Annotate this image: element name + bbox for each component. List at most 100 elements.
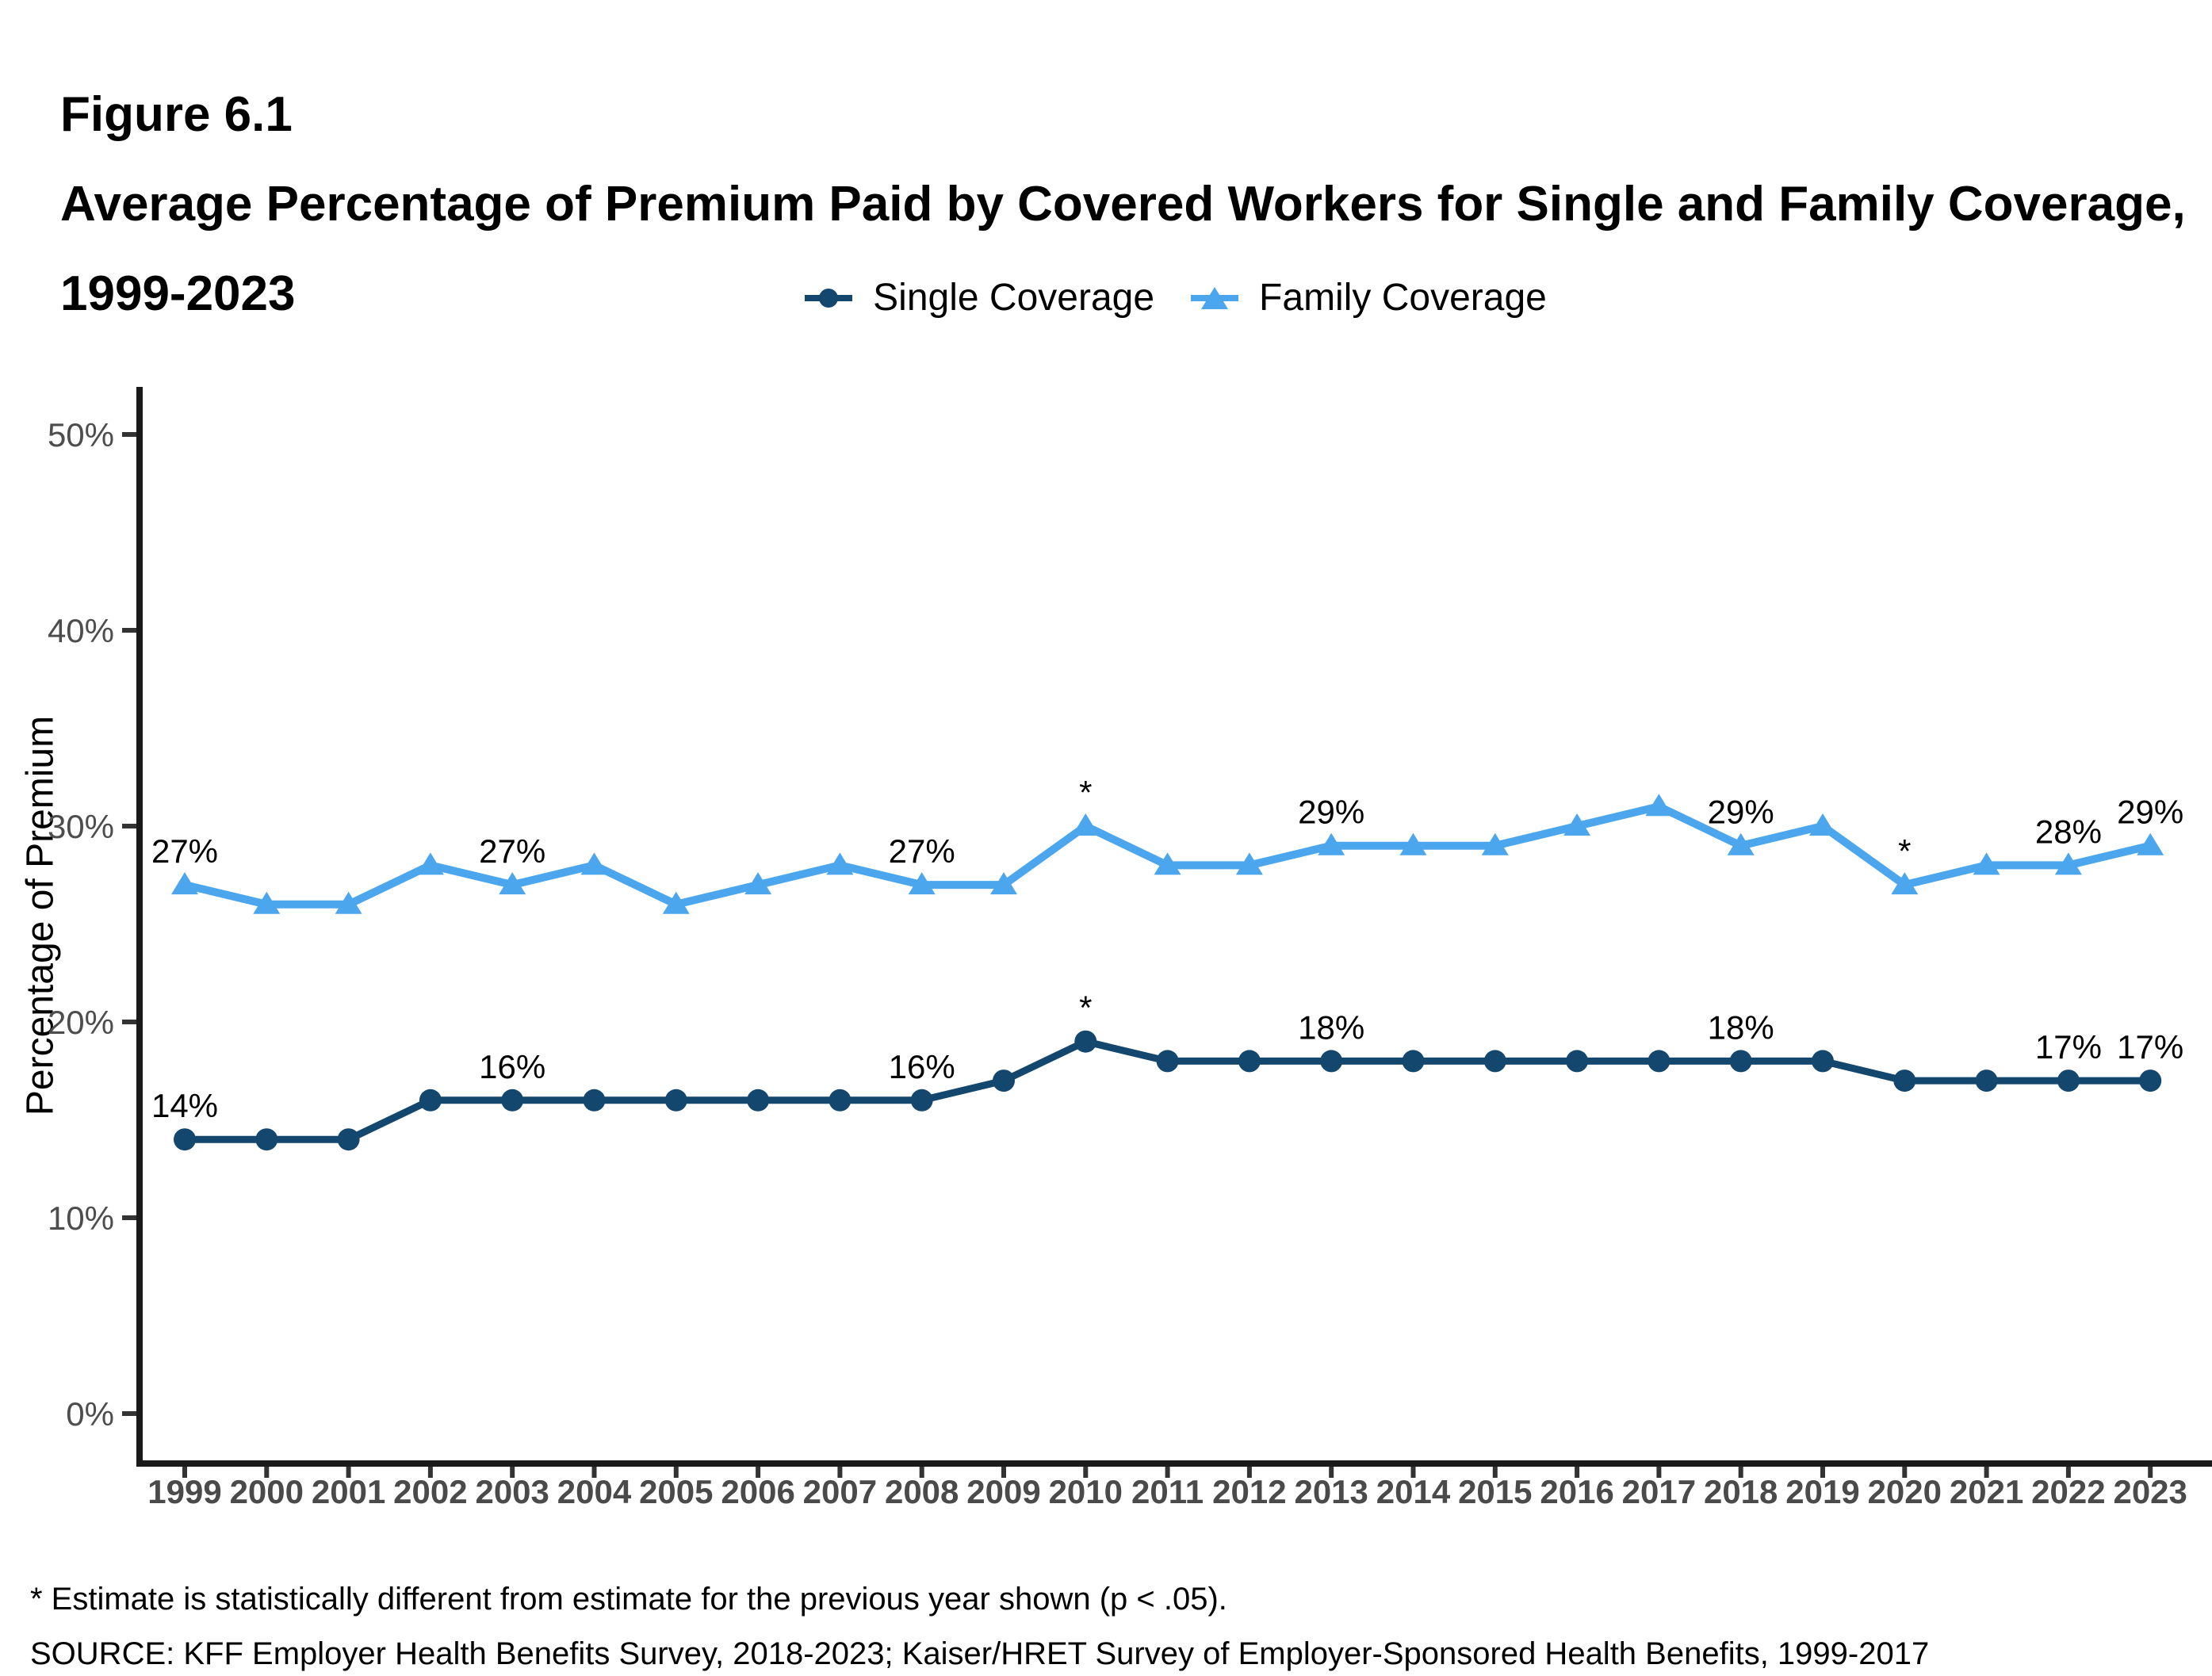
x-tick-label: 2021 bbox=[1950, 1473, 2023, 1510]
single-coverage-point-marker bbox=[255, 1128, 278, 1151]
y-tick-label: 40% bbox=[48, 612, 114, 649]
single-coverage-point-label: * bbox=[1079, 989, 1092, 1027]
family-coverage-point-marker bbox=[662, 891, 690, 914]
x-tick-label: 2023 bbox=[2113, 1473, 2187, 1510]
single-coverage-point-marker bbox=[1729, 1050, 1752, 1073]
single-coverage-point-marker bbox=[1156, 1050, 1179, 1073]
x-tick-label: 2022 bbox=[2031, 1473, 2105, 1510]
family-coverage-point-marker bbox=[1235, 852, 1263, 875]
single-coverage-point-marker bbox=[1238, 1050, 1261, 1073]
x-tick-label: 2002 bbox=[393, 1473, 467, 1510]
x-tick-label: 2009 bbox=[966, 1473, 1040, 1510]
single-coverage-swatch-icon bbox=[805, 286, 853, 310]
legend-item-single: Single Coverage bbox=[805, 276, 1154, 320]
single-coverage-point-marker bbox=[2057, 1070, 2080, 1092]
circle-marker-icon bbox=[819, 288, 839, 308]
family-coverage-point-marker bbox=[171, 872, 198, 895]
family-coverage-point-label: * bbox=[1898, 832, 1911, 870]
single-coverage-point-marker bbox=[993, 1070, 1015, 1092]
single-coverage-point-marker bbox=[664, 1089, 687, 1112]
family-coverage-point-label: 28% bbox=[2035, 813, 2102, 850]
family-coverage-point-marker bbox=[1072, 813, 1100, 836]
single-coverage-point-marker bbox=[1320, 1050, 1343, 1073]
triangle-marker-icon bbox=[1201, 286, 1229, 309]
family-coverage-point-marker bbox=[1645, 794, 1673, 817]
single-coverage-point-marker bbox=[1975, 1070, 1998, 1092]
family-coverage-point-label: 29% bbox=[1708, 794, 1774, 831]
single-coverage-point-label: 16% bbox=[479, 1048, 545, 1085]
single-coverage-point-marker bbox=[419, 1089, 442, 1112]
single-coverage-point-marker bbox=[1812, 1050, 1834, 1073]
x-tick-label: 2008 bbox=[885, 1473, 959, 1510]
single-coverage-point-marker bbox=[1483, 1050, 1506, 1073]
x-tick-label: 2012 bbox=[1212, 1473, 1286, 1510]
x-tick-label: 2000 bbox=[230, 1473, 304, 1510]
family-coverage-point-marker bbox=[499, 872, 526, 895]
x-tick-label: 2010 bbox=[1049, 1473, 1123, 1510]
family-coverage-point-marker bbox=[2054, 852, 2082, 875]
single-coverage-point-marker bbox=[1402, 1050, 1425, 1073]
figure-footer: * Estimate is statistically different fr… bbox=[30, 1578, 1929, 1676]
x-tick-label: 2013 bbox=[1294, 1473, 1368, 1510]
family-coverage-point-label: 29% bbox=[2117, 794, 2183, 831]
single-coverage-point-marker bbox=[501, 1089, 524, 1112]
x-tick-label: 2005 bbox=[639, 1473, 713, 1510]
single-coverage-point-marker bbox=[1566, 1050, 1589, 1073]
x-tick-label: 2020 bbox=[1868, 1473, 1942, 1510]
family-coverage-point-marker bbox=[335, 891, 362, 914]
single-coverage-point-label: 18% bbox=[1708, 1008, 1774, 1046]
family-coverage-point-marker bbox=[1399, 832, 1427, 855]
family-coverage-point-marker bbox=[1891, 872, 1919, 895]
y-tick-label: 0% bbox=[66, 1395, 114, 1433]
figure-title-line-2: 1999-2023 bbox=[60, 266, 296, 321]
legend-item-family: Family Coverage bbox=[1191, 276, 1547, 320]
footnote: * Estimate is statistically different fr… bbox=[30, 1582, 1227, 1617]
single-coverage-point-marker bbox=[829, 1089, 852, 1112]
single-coverage-point-marker bbox=[337, 1128, 360, 1151]
x-tick-label: 2018 bbox=[1704, 1473, 1778, 1510]
x-tick-label: 2015 bbox=[1458, 1473, 1532, 1510]
family-coverage-point-marker bbox=[1727, 832, 1755, 855]
figure-header: Figure 6.1 Average Percentage of Premium… bbox=[60, 70, 2186, 339]
single-coverage-point-marker bbox=[2139, 1070, 2162, 1092]
single-coverage-point-marker bbox=[583, 1089, 606, 1112]
x-tick-label: 2016 bbox=[1540, 1473, 1613, 1510]
family-coverage-point-marker bbox=[2137, 832, 2164, 855]
x-tick-label: 2014 bbox=[1376, 1473, 1451, 1510]
single-coverage-point-label: 18% bbox=[1298, 1008, 1364, 1046]
family-coverage-point-marker bbox=[1973, 852, 2000, 875]
x-tick-label: 2003 bbox=[475, 1473, 549, 1510]
family-coverage-point-marker bbox=[1318, 832, 1345, 855]
single-coverage-point-label: 16% bbox=[889, 1048, 955, 1085]
single-coverage-point-label: 17% bbox=[2117, 1028, 2183, 1066]
y-tick-label: 50% bbox=[48, 416, 114, 453]
y-tick-label: 30% bbox=[48, 808, 114, 845]
single-coverage-point-marker bbox=[1648, 1050, 1670, 1073]
family-coverage-point-label: 27% bbox=[889, 832, 955, 870]
y-tick-label: 10% bbox=[48, 1200, 114, 1237]
x-tick-label: 2006 bbox=[721, 1473, 794, 1510]
source-note: SOURCE: KFF Employer Health Benefits Sur… bbox=[30, 1636, 1930, 1671]
family-coverage-point-marker bbox=[416, 852, 444, 875]
y-tick-label: 20% bbox=[48, 1004, 114, 1041]
single-coverage-point-label: 14% bbox=[151, 1087, 218, 1124]
figure-label: Figure 6.1 bbox=[60, 87, 293, 142]
single-coverage-point-marker bbox=[1074, 1030, 1097, 1053]
family-coverage-point-label: 29% bbox=[1298, 794, 1364, 831]
x-tick-label: 2004 bbox=[557, 1473, 632, 1510]
single-coverage-point-label: 17% bbox=[2035, 1028, 2102, 1066]
x-tick-label: 1999 bbox=[147, 1473, 221, 1510]
x-tick-label: 2017 bbox=[1622, 1473, 1696, 1510]
family-coverage-point-marker bbox=[744, 872, 772, 895]
family-coverage-point-marker bbox=[908, 872, 936, 895]
legend-label-family: Family Coverage bbox=[1259, 277, 1547, 319]
family-coverage-point-label: 27% bbox=[479, 832, 545, 870]
family-coverage-point-marker bbox=[990, 872, 1017, 895]
family-coverage-point-marker bbox=[1563, 813, 1591, 836]
family-coverage-point-marker bbox=[253, 891, 281, 914]
family-coverage-point-marker bbox=[826, 852, 854, 875]
family-coverage-point-marker bbox=[580, 852, 608, 875]
single-coverage-point-marker bbox=[1893, 1070, 1916, 1092]
x-tick-label: 2019 bbox=[1785, 1473, 1859, 1510]
